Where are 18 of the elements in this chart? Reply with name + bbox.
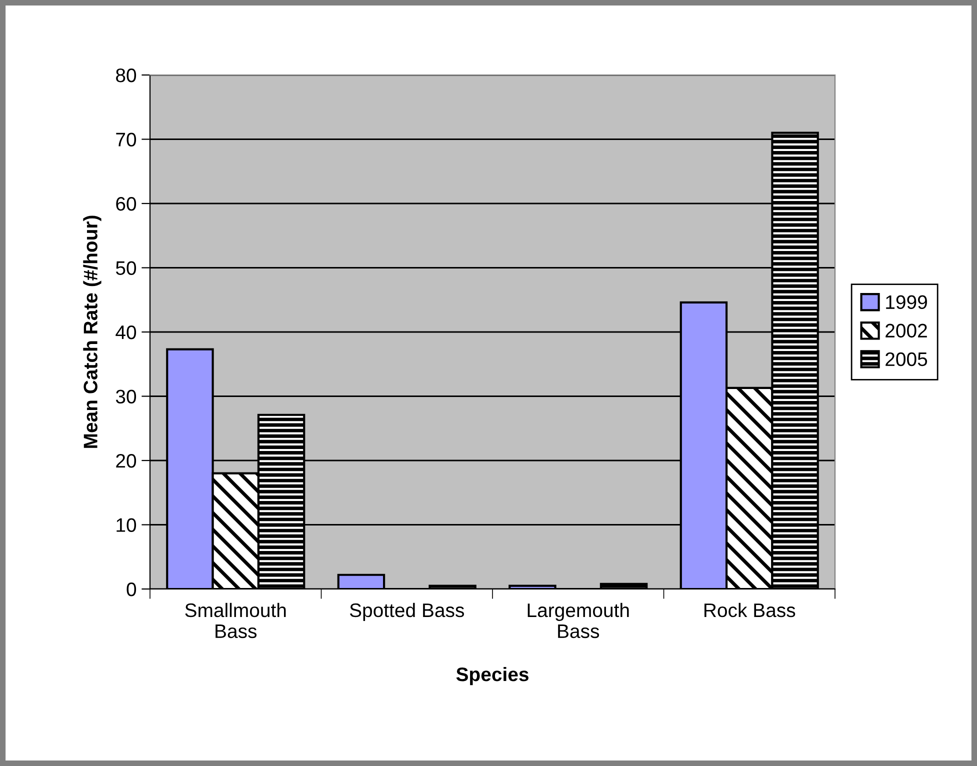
x-tick-label: Largemouth Bass (528, 602, 629, 638)
legend-label: 1999 (886, 295, 927, 310)
y-tick-label: 60 (116, 196, 136, 211)
y-tick-label: 30 (116, 390, 136, 404)
y-tick-label: 20 (116, 454, 136, 468)
y-tick-label: 0 (126, 582, 136, 596)
x-tick-label: Smallmouth Bass (185, 602, 286, 638)
y-tick-label: 40 (116, 325, 136, 340)
y-tick-label: 80 (116, 68, 136, 82)
y-tick-label: 10 (116, 518, 136, 532)
y-tick-label: 70 (116, 132, 136, 146)
x-tick-label: Spotted Bass (350, 602, 464, 622)
x-axis-title: Species (456, 666, 528, 686)
y-axis-title: Mean Catch Rate (#/hour) (83, 216, 102, 448)
x-tick-label: Rock Bass (704, 602, 796, 618)
legend-label: 2005 (886, 352, 928, 366)
y-tick-label: 50 (116, 261, 136, 275)
legend-label: 2002 (886, 324, 927, 338)
